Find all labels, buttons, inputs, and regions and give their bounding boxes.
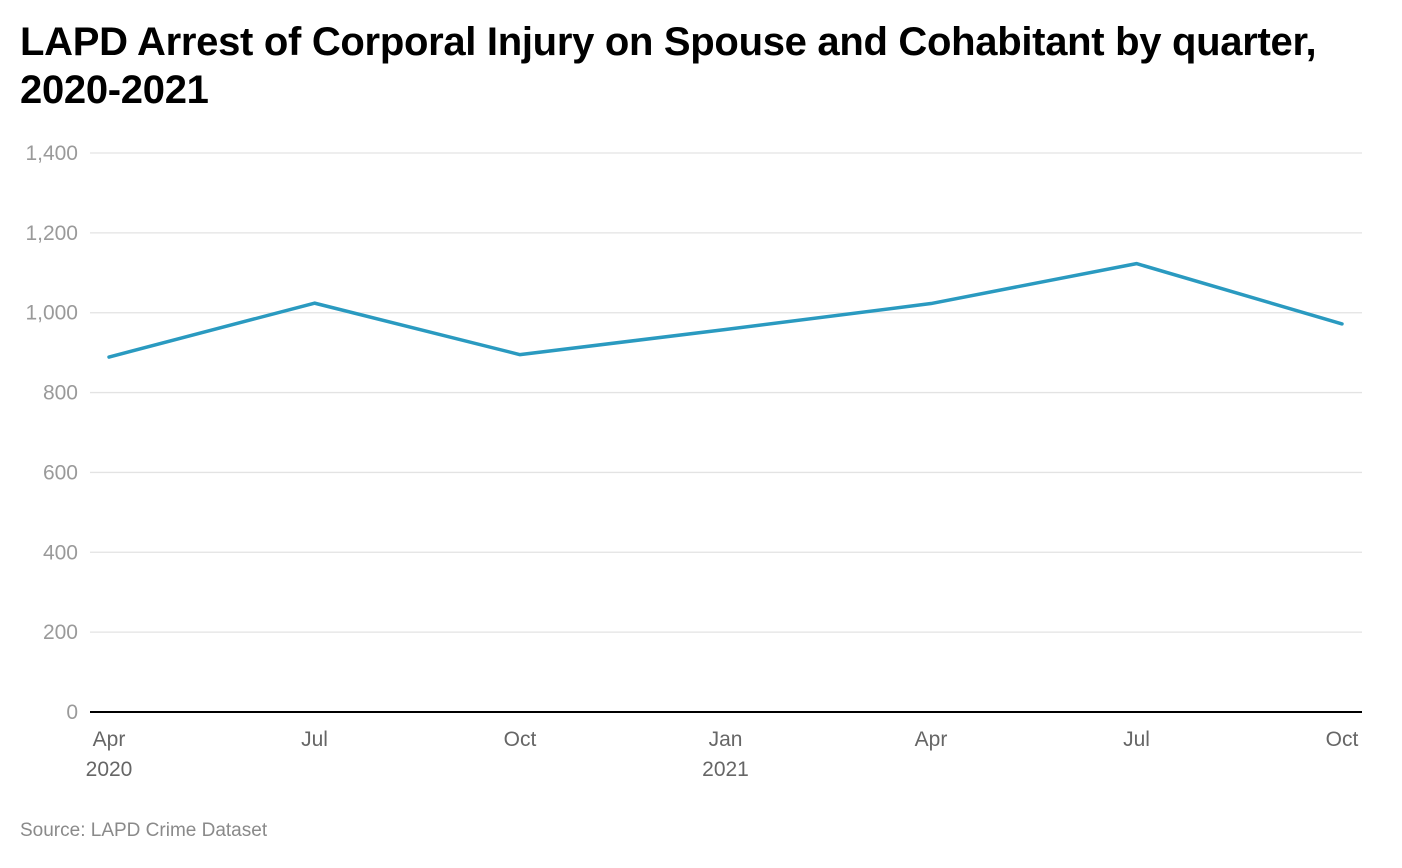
y-tick-label: 1,400 bbox=[25, 142, 78, 165]
y-tick-label: 800 bbox=[43, 382, 78, 405]
y-tick-label: 400 bbox=[43, 541, 78, 564]
y-tick-label: 1,000 bbox=[25, 302, 78, 325]
x-tick-label: Apr bbox=[93, 728, 126, 751]
y-tick-label: 1,200 bbox=[25, 222, 78, 245]
y-tick-label: 600 bbox=[43, 461, 78, 484]
y-tick-label: 200 bbox=[43, 621, 78, 644]
grid-lines bbox=[90, 152, 1362, 633]
chart-title: LAPD Arrest of Corporal Injury on Spouse… bbox=[20, 20, 1317, 112]
x-axis-ticks: Apr 2020 Jul Oct Jan 2021 Apr Jul Oct bbox=[86, 728, 1359, 781]
x-tick-label: Oct bbox=[1326, 728, 1359, 751]
x-tick-year-label: 2020 bbox=[86, 758, 133, 781]
x-tick-label: Jul bbox=[301, 728, 328, 751]
y-axis-ticks: 0 200 400 600 800 1,000 1,200 1,400 bbox=[25, 142, 78, 724]
x-tick-label: Apr bbox=[915, 728, 948, 751]
series-line bbox=[107, 261, 1344, 359]
x-tick-label: Oct bbox=[504, 728, 537, 751]
source-note: Source: LAPD Crime Dataset bbox=[20, 820, 268, 841]
x-tick-year-label: 2021 bbox=[702, 758, 749, 781]
x-tick-label: Jul bbox=[1123, 728, 1150, 751]
x-tick-label: Jan bbox=[709, 728, 743, 751]
y-tick-label: 0 bbox=[66, 701, 78, 724]
series-layer bbox=[107, 261, 1344, 359]
